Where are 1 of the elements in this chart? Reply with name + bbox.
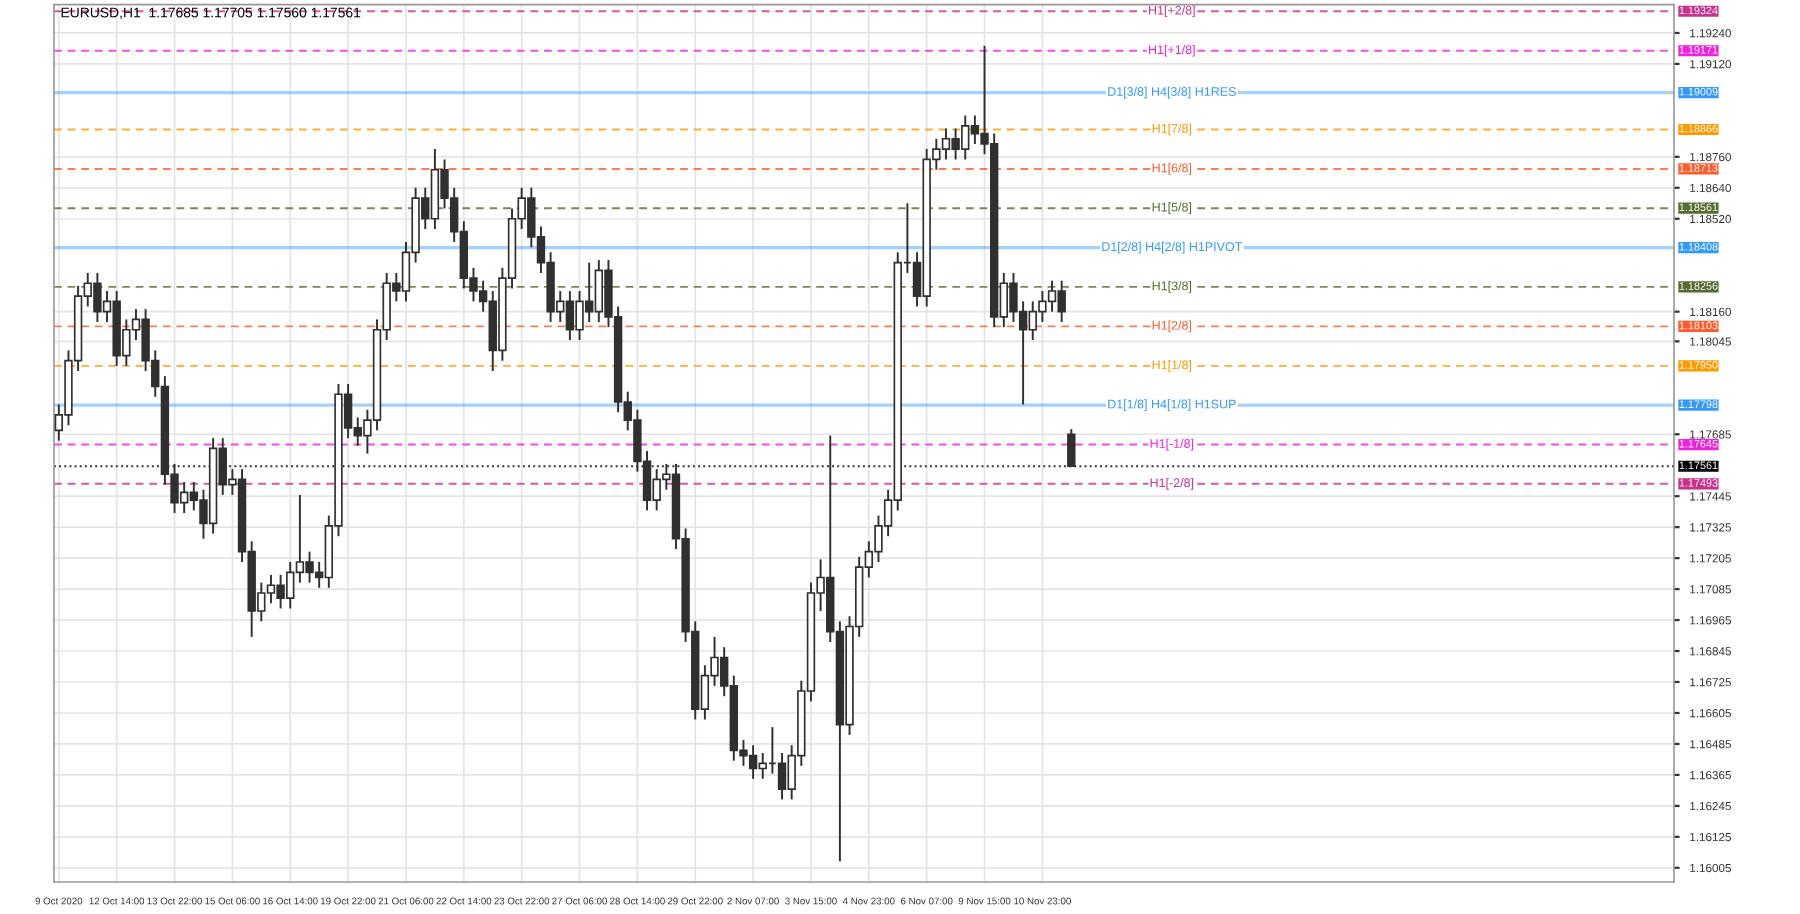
candlestick (1067, 428, 1076, 468)
